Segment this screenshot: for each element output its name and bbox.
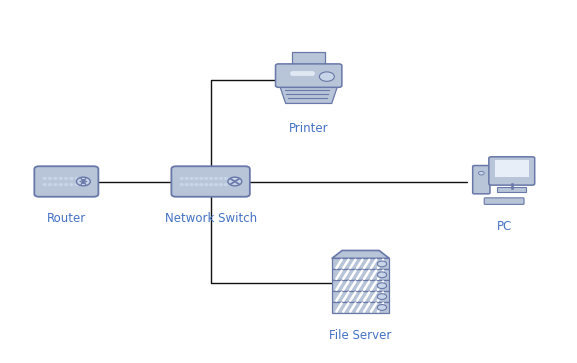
Circle shape — [185, 184, 188, 185]
FancyBboxPatch shape — [484, 198, 524, 204]
Circle shape — [81, 178, 84, 179]
Circle shape — [48, 184, 51, 185]
Circle shape — [70, 178, 73, 179]
Circle shape — [190, 184, 193, 185]
Circle shape — [65, 178, 68, 179]
Text: Network Switch: Network Switch — [164, 212, 257, 225]
FancyBboxPatch shape — [473, 166, 490, 194]
Circle shape — [377, 305, 387, 310]
Circle shape — [43, 178, 46, 179]
Circle shape — [224, 184, 227, 185]
Circle shape — [377, 294, 387, 299]
Circle shape — [195, 178, 198, 179]
Bar — [292, 53, 325, 72]
Text: Router: Router — [47, 212, 86, 225]
Circle shape — [59, 178, 62, 179]
Polygon shape — [280, 86, 338, 103]
Circle shape — [180, 178, 183, 179]
Circle shape — [230, 184, 232, 185]
Circle shape — [195, 184, 198, 185]
Circle shape — [205, 184, 208, 185]
Circle shape — [210, 178, 212, 179]
Circle shape — [70, 184, 73, 185]
Circle shape — [190, 178, 193, 179]
Bar — [332, 280, 389, 291]
Circle shape — [215, 184, 218, 185]
Circle shape — [377, 261, 387, 267]
Circle shape — [219, 184, 223, 185]
Bar — [494, 160, 529, 177]
Circle shape — [185, 178, 188, 179]
Circle shape — [228, 177, 242, 186]
Polygon shape — [332, 250, 389, 258]
Circle shape — [43, 184, 46, 185]
Circle shape — [200, 178, 203, 179]
Circle shape — [81, 184, 84, 185]
Circle shape — [76, 184, 78, 185]
Circle shape — [224, 178, 227, 179]
Circle shape — [54, 178, 57, 179]
Circle shape — [180, 184, 183, 185]
Text: Printer: Printer — [289, 122, 328, 135]
Circle shape — [377, 272, 387, 278]
FancyBboxPatch shape — [35, 166, 98, 197]
Circle shape — [48, 178, 51, 179]
Circle shape — [478, 171, 484, 175]
Bar — [332, 269, 389, 280]
Bar — [497, 187, 526, 192]
Circle shape — [54, 184, 57, 185]
Circle shape — [215, 178, 218, 179]
Circle shape — [65, 184, 68, 185]
Text: PC: PC — [497, 220, 512, 233]
FancyBboxPatch shape — [489, 157, 535, 185]
Circle shape — [200, 184, 203, 185]
Bar — [332, 291, 389, 302]
Circle shape — [377, 283, 387, 289]
Circle shape — [210, 184, 212, 185]
FancyBboxPatch shape — [276, 64, 342, 87]
Circle shape — [76, 178, 78, 179]
Circle shape — [205, 178, 208, 179]
Circle shape — [219, 178, 223, 179]
Bar — [332, 258, 389, 269]
Bar — [332, 302, 389, 313]
Text: File Server: File Server — [329, 329, 392, 342]
FancyBboxPatch shape — [171, 166, 250, 197]
Circle shape — [230, 178, 232, 179]
Circle shape — [59, 184, 62, 185]
Circle shape — [320, 72, 334, 81]
Circle shape — [76, 177, 91, 186]
